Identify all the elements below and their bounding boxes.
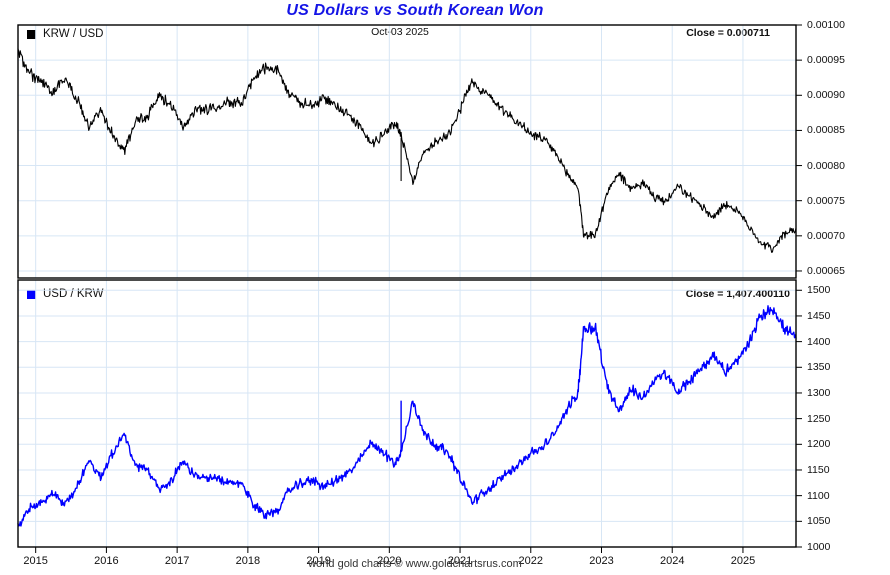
y-axis-tick-label: 1500: [807, 284, 831, 297]
y-axis-tick-label: 0.00085: [807, 124, 845, 137]
x-axis-tick-label: 2019: [306, 555, 331, 567]
x-axis-tick-label: 2023: [589, 555, 614, 567]
y-axis-tick-label: 0.00075: [807, 194, 845, 207]
legend-top-panel: KRW / USD: [27, 28, 104, 40]
x-axis-tick-label: 2022: [518, 555, 544, 567]
x-axis-tick-label: 2021: [447, 555, 473, 567]
x-axis-tick-label: 2015: [23, 555, 48, 567]
y-axis-tick-label: 1150: [807, 463, 830, 476]
y-axis-tick-label: 1200: [807, 438, 831, 451]
x-axis-tick-label: 2016: [94, 555, 119, 567]
y-axis-tick-label: 0.00090: [807, 89, 845, 102]
date-label: Oct-03 2025: [371, 26, 429, 38]
y-axis-tick-label: 1000: [807, 541, 831, 553]
y-axis-tick-label: 1450: [807, 309, 831, 322]
y-axis-tick-label: 1300: [807, 386, 831, 399]
y-axis-tick-label: 0.00065: [807, 264, 845, 277]
x-axis-tick-label: 2017: [164, 555, 190, 567]
legend-swatch-krw-usd: [27, 29, 36, 39]
legend-swatch-usd-krw: [27, 289, 36, 299]
y-axis-tick-label: 1250: [807, 412, 831, 425]
x-axis-tick-label: 2020: [377, 555, 402, 567]
y-axis-tick-label: 1400: [807, 335, 831, 348]
x-axis-tick-label: 2018: [235, 555, 261, 567]
y-axis-tick-label: 1350: [807, 361, 831, 374]
legend-bottom-panel: USD / KRW: [27, 288, 104, 300]
y-axis-tick-label: 1100: [807, 489, 830, 502]
y-axis-tick-label: 0.00100: [807, 19, 845, 31]
x-axis-tick-label: 2025: [730, 555, 756, 567]
chart-title: US Dollars vs South Korean Won: [286, 2, 544, 19]
y-axis-tick-label: 0.00070: [807, 229, 845, 242]
footer-credit: world gold charts © www.goldchartsrus.co…: [308, 558, 522, 570]
y-axis-tick-label: 1050: [807, 515, 831, 528]
legend-label-usd-krw: USD / KRW: [43, 288, 104, 300]
x-axis-tick-label: 2024: [659, 555, 685, 567]
close-value-bottom-panel: Close = 1,407.400110: [685, 288, 790, 300]
close-value-top-panel: Close = 0.000711: [686, 27, 770, 39]
legend-label-krw-usd: KRW / USD: [43, 28, 104, 40]
y-axis-tick-label: 0.00095: [807, 54, 845, 67]
y-axis-tick-label: 0.00080: [807, 159, 845, 172]
